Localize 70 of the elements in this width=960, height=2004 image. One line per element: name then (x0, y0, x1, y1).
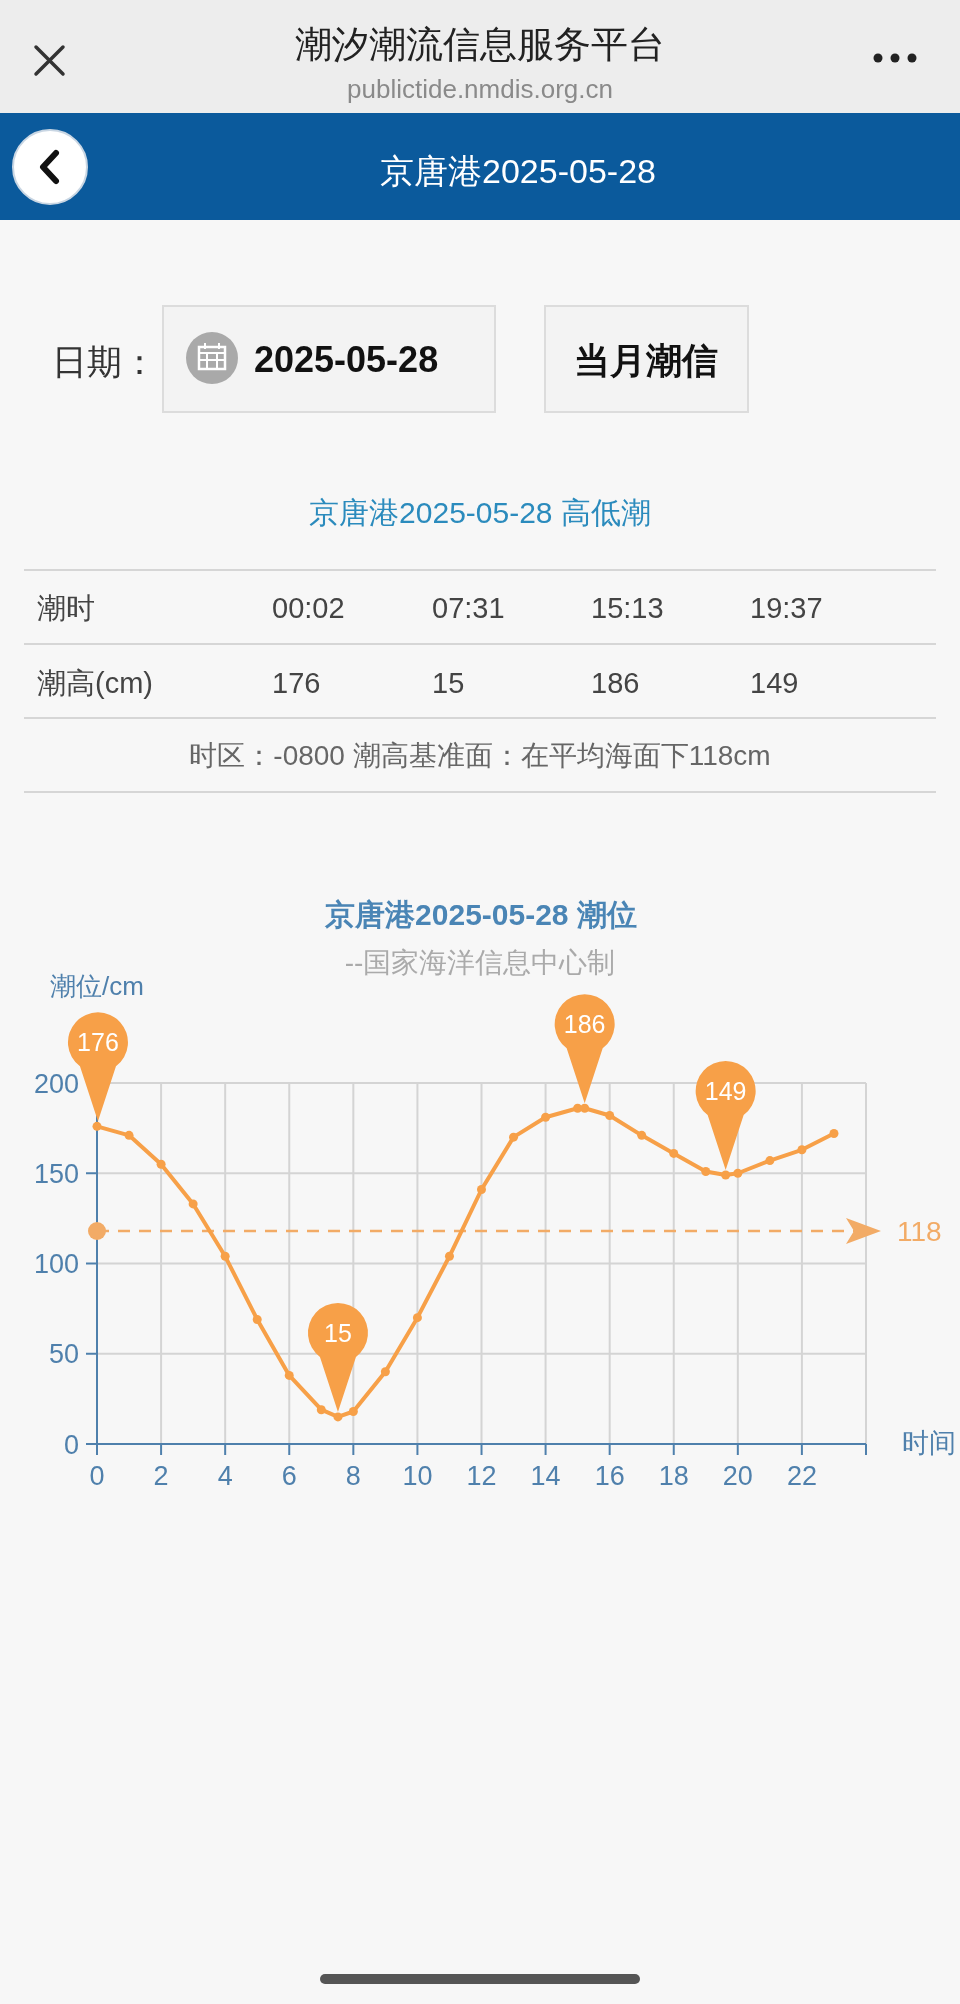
point (348, 1407, 358, 1417)
x-tick-label: 8 (345, 1461, 361, 1491)
text: 潮高(cm) (37, 667, 153, 699)
text: 潮时 (37, 592, 95, 624)
text: 15 (432, 667, 465, 699)
y-tick-label: 0 (63, 1429, 79, 1460)
x-tick-label: 2 (153, 1461, 169, 1491)
chart-title: 京唐港2025-05-28 潮位 (324, 898, 637, 931)
x-tick-label: 18 (658, 1461, 689, 1491)
point (252, 1314, 262, 1324)
text: 潮汐潮流信息服务平台 (295, 24, 665, 65)
y-tick-label: 150 (33, 1158, 79, 1189)
text: 00:02 (272, 592, 345, 624)
text: 149 (750, 667, 799, 699)
chart-subtitle: --国家海洋信息中心制 (344, 947, 616, 978)
point (156, 1159, 166, 1169)
point (412, 1313, 422, 1323)
text: publictide.nmdis.org.cn (347, 74, 613, 104)
ref-line-label: 118 (897, 1216, 942, 1248)
point (829, 1129, 839, 1139)
text: 176 (272, 667, 321, 699)
annotation: 149 (704, 1077, 747, 1106)
text: 07:31 (432, 592, 505, 624)
point (580, 1103, 590, 1113)
point (477, 1184, 486, 1194)
y-tick-label: 200 (33, 1068, 79, 1099)
x-tick-label: 12 (466, 1461, 497, 1491)
point (220, 1251, 230, 1261)
y-axis-title: 潮位/cm (50, 971, 144, 1001)
point (333, 1412, 343, 1422)
x-tick-label: 20 (722, 1461, 753, 1491)
text: 京唐港2025-05-28 (380, 152, 656, 190)
text: 日期： (52, 342, 157, 381)
x-tick-label: 6 (281, 1461, 297, 1491)
text: 2025-05-28 (254, 339, 439, 380)
text: 当月潮信 (574, 340, 718, 381)
point (669, 1148, 679, 1158)
annotation: 15 (324, 1318, 352, 1347)
point (284, 1370, 294, 1380)
text: 19:37 (750, 592, 823, 624)
point (380, 1367, 390, 1377)
y-tick-label: 50 (48, 1339, 79, 1370)
x-tick-label: 4 (217, 1461, 233, 1491)
point (605, 1110, 615, 1120)
x-tick-label: 16 (594, 1461, 625, 1491)
point (188, 1199, 198, 1209)
x-tick-label: 14 (530, 1461, 561, 1491)
point (92, 1121, 102, 1131)
x-tick-label: 0 (89, 1461, 105, 1491)
point (765, 1156, 775, 1166)
point (509, 1132, 519, 1142)
point (316, 1405, 326, 1415)
text: 15:13 (591, 592, 664, 624)
x-axis-title: 时间 (902, 1428, 956, 1458)
x-tick-label: 10 (402, 1461, 433, 1491)
text: 186 (591, 667, 640, 699)
annotation: 176 (77, 1028, 119, 1057)
annotation: 186 (563, 1010, 606, 1039)
point (797, 1145, 807, 1155)
text: 京唐港2025-05-28 高低潮 (309, 496, 651, 529)
point (541, 1112, 551, 1122)
text: 时区：-0800 潮高基准面：在平均海面下118cm (189, 740, 771, 771)
point (701, 1166, 711, 1176)
point (124, 1130, 134, 1140)
point (733, 1168, 743, 1178)
x-tick-label: 22 (786, 1461, 817, 1491)
point (444, 1251, 454, 1261)
point (637, 1130, 647, 1140)
y-tick-label: 100 (33, 1249, 79, 1279)
point (721, 1170, 731, 1180)
